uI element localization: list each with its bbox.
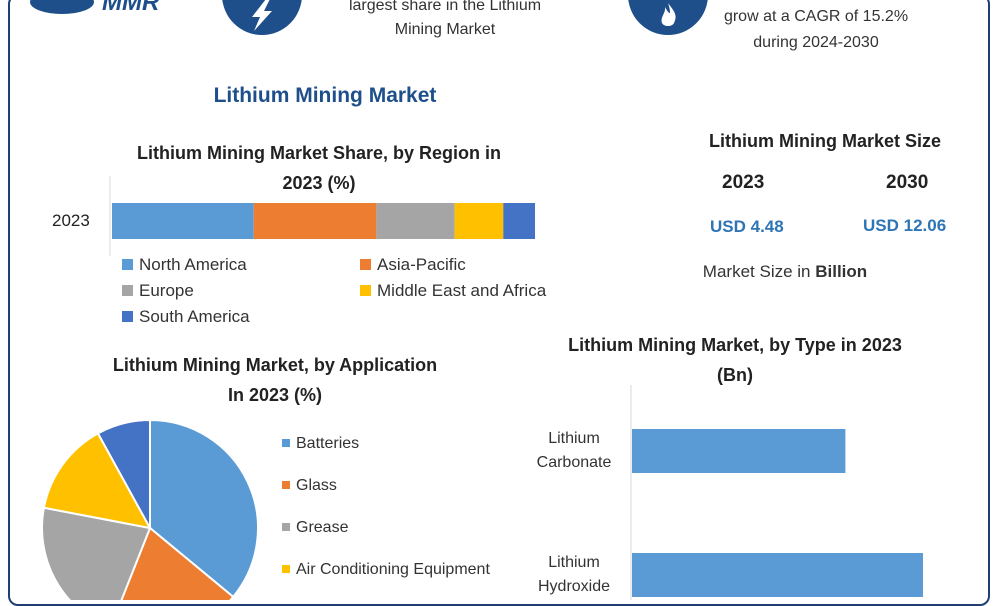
- legend-swatch: [122, 259, 133, 271]
- region-bar-segment-4: [503, 203, 535, 239]
- application-legend-item: Glass: [282, 477, 337, 495]
- legend-label: Asia-Pacific: [377, 255, 466, 274]
- region-bar-segment-2: [376, 203, 455, 239]
- type-bar-1: [632, 553, 923, 597]
- region-legend-item: Asia-Pacific: [360, 255, 466, 275]
- size-year-2030: 2030: [886, 172, 929, 193]
- size-value-2030: USD 12.06: [863, 216, 947, 235]
- legend-swatch: [122, 285, 133, 297]
- pie-slice-1: [120, 526, 235, 600]
- region-bar-segment-1: [253, 203, 377, 239]
- top-note-2: grow at a CAGR of 15.2% during 2024-2030: [716, 4, 916, 56]
- region-legend-item: South America: [122, 307, 250, 327]
- type-title-line1: Lithium Mining Market, by Type in 2023: [568, 335, 902, 355]
- market-size-title: Lithium Mining Market Size: [708, 131, 941, 151]
- region-bar-segment-3: [454, 203, 504, 239]
- region-chart-title: Lithium Mining Market Share, by Region i…: [100, 138, 538, 198]
- lightning-icon: [222, 0, 302, 35]
- type-bar-0: [632, 429, 846, 473]
- unit-bold: Billion: [815, 262, 868, 281]
- pie-slice-4: [96, 418, 151, 529]
- legend-swatch: [282, 522, 290, 531]
- top-note-1: largest share in the Lithium Mining Mark…: [320, 0, 570, 42]
- region-title-line1: Lithium Mining Market Share, by Region i…: [136, 143, 502, 163]
- unit-prefix: Market Size in: [702, 262, 811, 281]
- pie-slice-2: [41, 506, 152, 600]
- type-bar-chart: Lithium Carbonate Lithium Hydroxide: [537, 385, 923, 600]
- market-size-unit: Market Size in Billion: [660, 262, 910, 282]
- legend-label: Middle East and Africa: [377, 281, 547, 300]
- type-category-label: Lithium: [548, 554, 600, 571]
- legend-label: Grease: [296, 519, 349, 536]
- application-legend-item: Grease: [282, 519, 348, 537]
- top-note-2-line2: during 2024-2030: [753, 34, 879, 51]
- type-category-label: Carbonate: [537, 454, 612, 471]
- pie-slice-0: [149, 418, 259, 599]
- region-stacked-bar-chart: 2023: [52, 176, 535, 256]
- region-bar-segment-0: [112, 203, 254, 239]
- legend-swatch: [282, 480, 290, 489]
- mmr-logo: MMR: [30, 0, 160, 16]
- region-legend-item: Europe: [122, 281, 194, 301]
- legend-swatch: [360, 259, 371, 271]
- legend-label: South America: [139, 307, 250, 326]
- application-pie-chart: [41, 418, 259, 600]
- type-category-label: Lithium: [548, 430, 600, 447]
- application-legend-item: Batteries: [282, 435, 359, 453]
- legend-swatch: [282, 564, 290, 573]
- application-legend-item: Air Conditioning Equipment: [282, 561, 490, 579]
- flame-icon: [628, 0, 708, 35]
- svg-text:MMR: MMR: [102, 0, 160, 16]
- legend-swatch: [360, 285, 371, 297]
- legend-label: Air Conditioning Equipment: [296, 561, 490, 578]
- application-title-line2: In 2023 (%): [227, 385, 323, 405]
- region-legend-item: North America: [122, 255, 247, 275]
- region-title-line2: 2023 (%): [282, 173, 356, 193]
- legend-swatch: [282, 438, 290, 447]
- type-chart-title: Lithium Mining Market, by Type in 2023 (…: [530, 330, 940, 390]
- region-legend-item: Middle East and Africa: [360, 281, 546, 301]
- legend-label: Glass: [296, 477, 337, 494]
- top-note-2-line1: grow at a CAGR of 15.2%: [723, 8, 909, 25]
- application-title-line1: Lithium Mining Market, by Application: [112, 355, 438, 375]
- top-note-1-line1: largest share in the Lithium: [348, 0, 542, 14]
- pie-slice-3: [42, 432, 152, 530]
- region-category-label: 2023: [52, 211, 90, 230]
- legend-label: North America: [139, 255, 247, 274]
- size-year-2023: 2023: [722, 172, 765, 193]
- legend-swatch: [122, 311, 133, 323]
- size-value-2023: USD 4.48: [710, 217, 784, 236]
- legend-label: Batteries: [296, 435, 360, 452]
- legend-label: Europe: [139, 281, 194, 300]
- top-note-1-line2: Mining Market: [394, 21, 496, 38]
- type-title-line2: (Bn): [717, 365, 753, 385]
- main-title: Lithium Mining Market: [213, 84, 437, 107]
- type-category-label: Hydroxide: [538, 578, 610, 595]
- application-chart-title: Lithium Mining Market, by Application In…: [70, 350, 480, 410]
